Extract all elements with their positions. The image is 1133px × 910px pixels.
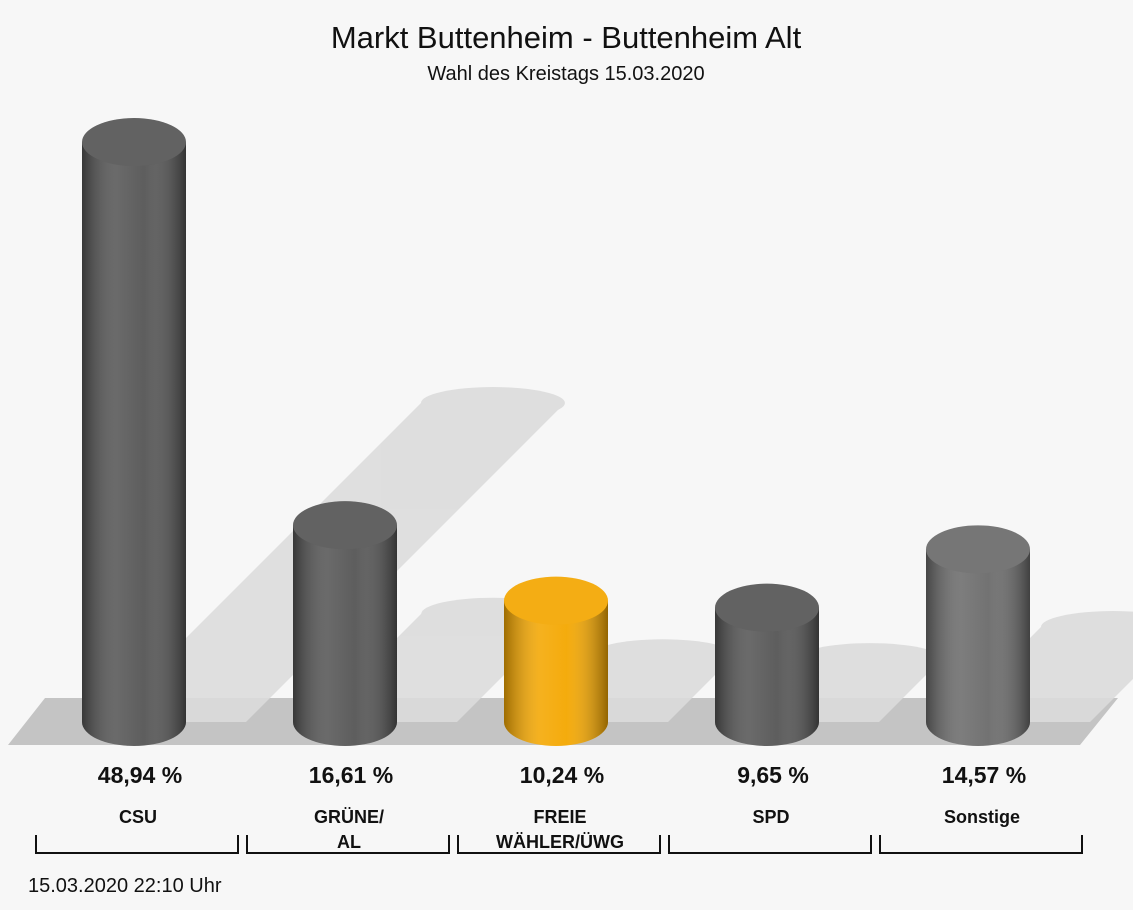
category-label: FREIE WÄHLER/ÜWG <box>496 807 624 852</box>
category-label: GRÜNE/AL <box>314 807 384 852</box>
bar-cap <box>926 525 1030 574</box>
bar <box>293 501 397 746</box>
value-label: 16,61 % <box>309 762 393 788</box>
bar-cap-shade <box>293 501 397 550</box>
category-bracket <box>668 835 872 854</box>
category-label: CSU <box>119 807 157 827</box>
bar-cap <box>715 583 819 632</box>
bar-cap <box>82 118 186 167</box>
value-label: 10,24 % <box>520 762 604 788</box>
bar-cap-shade <box>504 576 608 625</box>
category-bracket <box>35 835 239 854</box>
category-label: SPD <box>752 807 789 827</box>
shadow-cap <box>1040 611 1133 644</box>
bar <box>715 583 819 746</box>
chart-subtitle: Wahl des Kreistags 15.03.2020 <box>427 63 704 85</box>
bar-body-shade <box>293 525 397 722</box>
bar-cap <box>504 576 608 625</box>
bar-cap <box>293 501 397 550</box>
footer: 15.03.2020 22:10 Uhr <box>28 875 222 897</box>
shadow-cap <box>797 643 942 676</box>
shadow-cap <box>420 387 565 420</box>
bar-cap-shade <box>715 583 819 632</box>
shadow-cap <box>590 639 735 672</box>
category-bracket <box>457 835 661 854</box>
value-label: 9,65 % <box>737 762 809 788</box>
bar <box>504 576 608 746</box>
bar <box>82 118 186 746</box>
category-bracket <box>879 835 1083 854</box>
chart-title: Markt Buttenheim - Buttenheim Alt <box>331 20 802 55</box>
value-label: 14,57 % <box>942 762 1026 788</box>
category-label: Sonstige <box>944 807 1020 827</box>
bar-cap-shade <box>926 525 1030 574</box>
category-bracket <box>246 835 450 854</box>
value-label: 48,94 % <box>98 762 182 788</box>
bar-cap-shade <box>82 118 186 167</box>
bar-body-shade <box>926 549 1030 722</box>
bar-body-shade <box>82 142 186 722</box>
bar <box>926 525 1030 746</box>
